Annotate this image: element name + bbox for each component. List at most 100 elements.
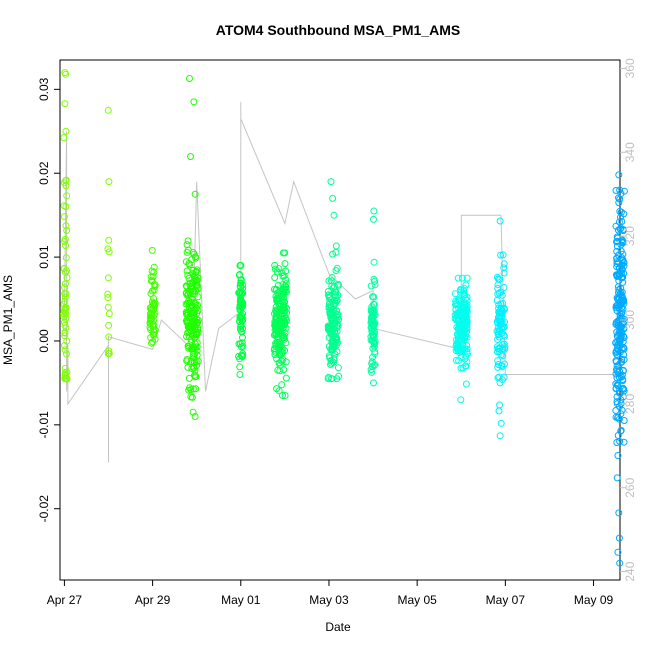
data-point bbox=[612, 385, 620, 393]
data-point bbox=[613, 328, 621, 336]
data-point bbox=[276, 325, 284, 333]
data-point bbox=[61, 308, 69, 316]
data-point bbox=[615, 509, 623, 517]
data-point bbox=[617, 247, 625, 255]
data-point bbox=[60, 179, 68, 187]
data-point bbox=[236, 306, 244, 314]
data-point bbox=[191, 373, 199, 381]
data-point bbox=[617, 284, 625, 292]
data-point bbox=[150, 305, 158, 313]
data-point bbox=[274, 366, 282, 374]
data-point bbox=[278, 269, 286, 277]
data-point bbox=[190, 364, 198, 372]
data-point bbox=[239, 325, 247, 333]
data-point bbox=[183, 357, 191, 365]
data-point bbox=[613, 247, 621, 255]
data-point bbox=[236, 288, 244, 296]
x-tick-label: May 05 bbox=[397, 593, 437, 607]
data-point bbox=[274, 295, 282, 302]
data-point bbox=[192, 254, 200, 262]
data-point bbox=[500, 264, 508, 272]
data-point bbox=[272, 331, 280, 339]
x-axis: Apr 27 Apr 29 May 01 May 03 May 05 May 07 May … bbox=[47, 580, 614, 607]
data-point bbox=[273, 268, 281, 276]
data-point bbox=[60, 213, 68, 220]
y-tick-label: 0.03 bbox=[37, 77, 51, 101]
data-point bbox=[185, 297, 193, 305]
data-point bbox=[186, 384, 194, 392]
data-point bbox=[456, 324, 464, 332]
data-point bbox=[148, 277, 155, 285]
data-point bbox=[332, 341, 340, 349]
data-point bbox=[329, 308, 337, 316]
data-point bbox=[184, 271, 192, 279]
data-point bbox=[185, 328, 193, 336]
data-point bbox=[496, 432, 504, 440]
data-point bbox=[494, 290, 502, 298]
data-point bbox=[237, 343, 245, 351]
data-point bbox=[239, 315, 247, 323]
data-point bbox=[617, 301, 625, 309]
data-point bbox=[280, 309, 288, 317]
data-point bbox=[456, 321, 464, 329]
data-point bbox=[613, 237, 621, 245]
data-point bbox=[191, 190, 199, 198]
data-point bbox=[104, 290, 112, 298]
data-point bbox=[614, 432, 622, 439]
data-point bbox=[62, 127, 70, 135]
data-point bbox=[495, 348, 503, 355]
data-point bbox=[612, 370, 620, 378]
data-point bbox=[327, 178, 335, 186]
data-point bbox=[331, 288, 339, 296]
data-point bbox=[60, 264, 68, 272]
data-point bbox=[368, 358, 376, 366]
data-point bbox=[279, 349, 286, 356]
point-cluster bbox=[182, 75, 202, 420]
point-cluster bbox=[324, 178, 343, 383]
chart-title: ATOM4 Southbound MSA_PM1_AMS bbox=[216, 22, 460, 38]
secondary-y-axis: 240 260 280 300 320 340 360 bbox=[620, 58, 637, 582]
y-axis: -0.02 -0.01 0.00 0.01 0.02 0.03 bbox=[37, 77, 60, 522]
data-point bbox=[238, 302, 246, 310]
data-point bbox=[460, 291, 468, 299]
data-point bbox=[146, 310, 154, 318]
data-point bbox=[282, 358, 290, 366]
data-point bbox=[498, 363, 506, 371]
data-point bbox=[616, 359, 624, 367]
data-point bbox=[618, 355, 626, 363]
data-point bbox=[370, 340, 378, 348]
data-point bbox=[105, 236, 113, 244]
data-point bbox=[61, 346, 69, 354]
data-point bbox=[325, 294, 333, 302]
data-point bbox=[499, 352, 507, 359]
data-point bbox=[194, 301, 201, 309]
data-point bbox=[619, 384, 627, 392]
data-point bbox=[194, 293, 202, 301]
data-point bbox=[457, 353, 465, 361]
data-point bbox=[105, 321, 113, 329]
data-point bbox=[367, 282, 375, 290]
data-point bbox=[62, 267, 70, 275]
data-point bbox=[188, 393, 196, 401]
x-tick-label: May 07 bbox=[486, 593, 526, 607]
data-point bbox=[190, 250, 198, 258]
data-point bbox=[104, 274, 112, 282]
data-point bbox=[612, 380, 620, 388]
data-point bbox=[370, 215, 377, 223]
secondary-series bbox=[63, 101, 620, 463]
data-point bbox=[368, 310, 376, 318]
data-point bbox=[497, 318, 505, 326]
data-point bbox=[62, 242, 69, 250]
data-point bbox=[149, 298, 156, 306]
secondary-y-tick-label: 340 bbox=[623, 142, 637, 162]
data-point bbox=[187, 335, 195, 343]
data-point bbox=[613, 474, 621, 482]
data-point bbox=[462, 362, 470, 370]
data-point bbox=[147, 334, 155, 342]
data-point bbox=[150, 263, 158, 271]
data-point bbox=[615, 194, 622, 202]
data-point bbox=[612, 187, 620, 194]
data-point bbox=[189, 408, 197, 416]
data-point bbox=[461, 355, 469, 363]
data-point bbox=[275, 359, 283, 367]
